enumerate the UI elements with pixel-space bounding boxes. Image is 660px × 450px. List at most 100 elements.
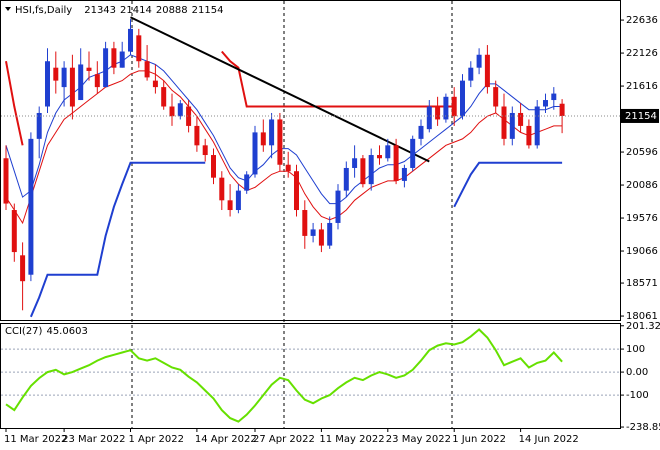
overlay-line <box>5 54 563 205</box>
current-price-label: 21154 <box>625 111 657 122</box>
candle-body <box>227 200 233 211</box>
x-tick-label: 1 Apr 2022 <box>129 434 184 445</box>
candle-body <box>136 35 142 62</box>
candle-body <box>20 255 26 282</box>
candle-body <box>401 167 407 181</box>
candle-body <box>11 210 17 253</box>
candle-body <box>269 119 275 146</box>
candle-body <box>468 67 474 81</box>
candle-body <box>202 145 208 156</box>
candle-body <box>318 229 324 246</box>
candle-body <box>3 158 9 204</box>
y-tick-label: 0.00 <box>626 367 648 378</box>
candle-body <box>186 106 192 126</box>
candle-body <box>103 48 109 88</box>
chart-header: HSI,fs,Daily 21343 21414 20888 21154 <box>15 5 223 16</box>
candle-body <box>385 145 391 159</box>
candle-body <box>484 54 490 88</box>
candle-body <box>285 164 291 172</box>
y-tick-label: 18571 <box>626 278 658 289</box>
candle-body <box>177 103 183 117</box>
candle-body <box>152 80 158 88</box>
candle-body <box>53 67 59 81</box>
candle-body <box>28 138 34 275</box>
y-tick-label: 100 <box>626 344 645 355</box>
candle-body <box>559 103 565 116</box>
plot-layer: 1806118571190661957620086205962110621616… <box>1 15 660 445</box>
current-price-box <box>621 108 659 123</box>
y-tick-label: 20086 <box>626 180 658 191</box>
candle-body <box>302 210 308 236</box>
indicator-panel-frame <box>0 323 621 429</box>
candle-body <box>393 145 399 181</box>
candle-body <box>111 48 117 68</box>
y-tick-label: -238.856 <box>626 422 660 433</box>
header-value: 21414 <box>120 5 152 16</box>
x-tick-label: 11 May 2022 <box>319 434 384 445</box>
y-tick-label: -100 <box>626 390 649 401</box>
x-tick-label: 23 Mar 2022 <box>62 434 125 445</box>
candle-body <box>551 93 557 101</box>
candle-body <box>534 106 540 146</box>
x-tick-label: 11 Mar 2022 <box>4 434 67 445</box>
candle-body <box>501 106 507 139</box>
overlay-line <box>5 50 455 146</box>
overlay-line <box>29 161 563 318</box>
candle-body <box>327 222 333 246</box>
y-tick-label: 18061 <box>626 311 658 322</box>
candle-body <box>343 167 349 191</box>
candle-body <box>368 155 374 185</box>
x-tick-label: 14 Apr 2022 <box>195 434 257 445</box>
candle-body <box>377 155 382 159</box>
y-tick-label: 22126 <box>626 48 658 59</box>
candle-body <box>128 28 133 52</box>
candle-body <box>410 138 416 168</box>
candle-body <box>244 174 250 191</box>
y-tick-label: 19576 <box>626 213 658 224</box>
candle-body <box>78 64 84 101</box>
menu-icon <box>5 7 11 11</box>
x-tick-label: 1 Jun 2022 <box>452 434 506 445</box>
candle-body <box>119 51 125 68</box>
candle-body <box>460 80 465 117</box>
candle-body <box>493 87 499 107</box>
candle-body <box>360 158 366 185</box>
x-tick-label: 14 Jun 2022 <box>519 434 579 445</box>
y-tick-label: 201.3217 <box>626 321 660 332</box>
candle-body <box>36 112 42 139</box>
candle-body <box>476 54 482 68</box>
candle-body <box>294 171 299 211</box>
candle-body <box>45 61 50 107</box>
candle-body <box>144 61 150 78</box>
candle-body <box>418 125 424 139</box>
y-tick-label: 22636 <box>626 15 658 26</box>
candle-body <box>219 177 225 201</box>
candle-body <box>435 106 441 120</box>
header-value: 20888 <box>156 5 188 16</box>
candle-body <box>260 132 266 146</box>
header-value: 21154 <box>192 5 224 16</box>
main-panel-frame <box>0 0 621 321</box>
x-tick-label: 27 Apr 2022 <box>253 434 315 445</box>
candle-body <box>443 96 449 120</box>
indicator-value: 45.0603 <box>46 326 87 337</box>
candle-body <box>86 67 92 71</box>
candle-body <box>94 74 100 88</box>
candle-body <box>69 67 75 107</box>
candle-body <box>310 229 316 236</box>
x-tick-label: 23 May 2022 <box>386 434 451 445</box>
candle-body <box>169 106 175 117</box>
overlay-line <box>5 70 563 225</box>
trendline <box>130 16 430 163</box>
y-tick-label: 20596 <box>626 147 658 158</box>
chart-title: HSI,fs,Daily <box>15 5 72 16</box>
header-value: 21343 <box>84 5 116 16</box>
candle-body <box>252 132 258 175</box>
candle-body <box>526 125 532 146</box>
candle-body <box>426 106 432 130</box>
y-tick-label: 21616 <box>626 81 658 92</box>
candle-body <box>518 112 524 126</box>
y-tick-label: 19066 <box>626 246 658 257</box>
indicator-line <box>5 328 563 423</box>
